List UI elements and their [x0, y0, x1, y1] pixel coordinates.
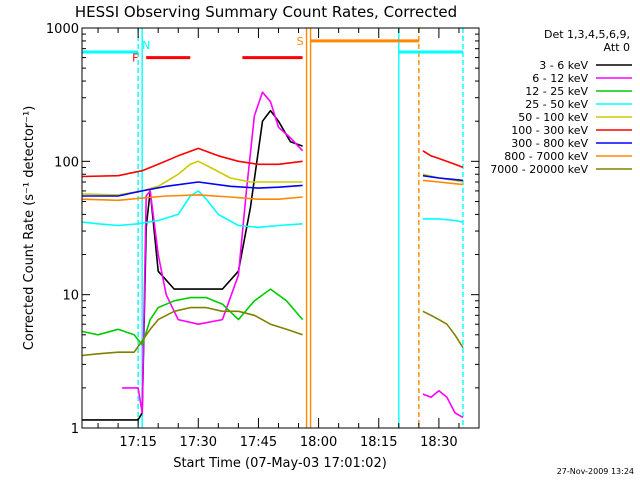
y-tick-label: 100 [54, 155, 79, 170]
x-tick-label: 17:15 [119, 435, 156, 450]
x-tick-label: 18:00 [300, 435, 337, 450]
legend-label: 100 - 300 keV [511, 124, 588, 137]
legend-header: Att 0 [604, 41, 630, 54]
series-line [81, 194, 303, 202]
x-tick-label: 17:30 [180, 435, 217, 450]
legend-label: 6 - 12 keV [532, 72, 588, 85]
series-line [422, 174, 464, 182]
plot-frame [81, 27, 480, 429]
y-tick-label: 1000 [46, 22, 79, 37]
annotation-layer: NF S [82, 28, 464, 428]
chart-title: HESSI Observing Summary Count Rates, Cor… [75, 3, 457, 21]
x-tick-label: 17:45 [240, 435, 277, 450]
series-layer [81, 91, 464, 421]
series-line [81, 147, 303, 178]
legend-label: 12 - 25 keV [525, 85, 588, 98]
series-line [422, 310, 464, 349]
series-line [122, 91, 304, 414]
x-tick-label: 18:30 [420, 435, 457, 450]
x-tick-label: 18:15 [360, 435, 397, 450]
y-axis-label: Corrected Count Rate (s⁻¹ detector⁻¹) [22, 106, 37, 351]
legend-label: 25 - 50 keV [525, 98, 588, 111]
series-line [82, 109, 303, 421]
legend-label: 50 - 100 keV [518, 111, 588, 124]
series-line [422, 389, 464, 419]
legend-label: 3 - 6 keV [539, 59, 588, 72]
y-tick-label: 10 [62, 289, 79, 304]
series-line [422, 218, 464, 223]
y-tick-label: 1 [71, 422, 79, 437]
legend-label: 800 - 7000 keV [504, 150, 588, 163]
series-line [422, 150, 464, 169]
series-line [422, 179, 464, 186]
x-axis-label: Start Time (07-May-03 17:01:02) [173, 456, 387, 471]
flag-bar-label: S [297, 35, 304, 48]
flag-bar-label: F [132, 52, 138, 65]
series-line [82, 181, 303, 197]
axis-layer: 1 10 100 1000 17:15 17:30 17:45 18:00 18:15 18:30 [46, 22, 480, 450]
legend-label: 300 - 800 keV [511, 137, 588, 150]
legend-header: Det 1,3,4,5,6,9, [544, 28, 630, 41]
marker-vline-label: N [142, 39, 150, 52]
series-line [81, 288, 304, 346]
footer-timestamp: 27-Nov-2009 13:24 [557, 467, 634, 476]
series-line [81, 190, 303, 229]
series-line [81, 306, 303, 357]
legend-label: 7000 - 20000 keV [490, 163, 588, 176]
